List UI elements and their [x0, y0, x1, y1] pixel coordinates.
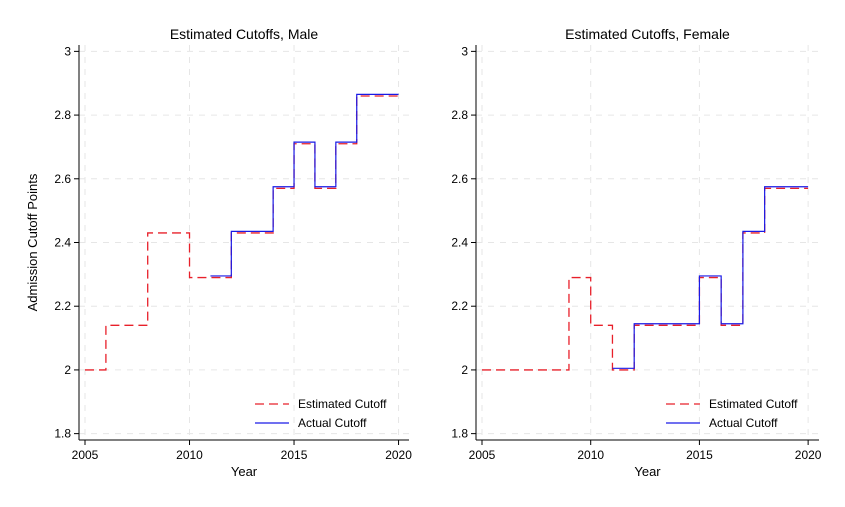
legend-label: Actual Cutoff: [298, 416, 367, 430]
x-axis-label: Year: [231, 464, 258, 479]
y-tick-label: 2: [461, 363, 468, 377]
x-tick-label: 2015: [281, 448, 308, 462]
legend-label: Estimated Cutoff: [298, 397, 387, 411]
y-tick-label: 2: [64, 363, 71, 377]
x-tick-label: 2005: [72, 448, 99, 462]
x-tick-label: 2005: [469, 448, 496, 462]
chart-title: Estimated Cutoffs, Female: [565, 26, 730, 42]
y-tick-label: 2.2: [54, 299, 71, 313]
series-line-actual-cutoff: [210, 93, 399, 277]
y-tick-label: 2.4: [54, 236, 71, 250]
x-tick-label: 2020: [795, 448, 822, 462]
series-line-actual-cutoff: [612, 186, 809, 369]
y-tick-label: 1.8: [451, 427, 468, 441]
legend-label: Estimated Cutoff: [709, 397, 798, 411]
chart-panel-2: 1.8 2 2.2 2.4 2.6 2.8 3 2005 2010 2015 2020 Estimat…: [451, 26, 821, 479]
y-tick-label: 2.8: [54, 108, 71, 122]
y-tick-label: 3: [461, 44, 468, 58]
legend-label: Actual Cutoff: [709, 416, 778, 430]
x-tick-label: 2010: [176, 448, 203, 462]
x-tick-label: 2010: [577, 448, 604, 462]
series-line-estimated-cutoff: [482, 187, 809, 371]
x-tick-label: 2020: [385, 448, 412, 462]
y-tick-label: 2.8: [451, 108, 468, 122]
y-tick-label: 2.4: [451, 236, 468, 250]
x-axis-label: Year: [634, 464, 661, 479]
y-tick-label: 2.6: [54, 172, 71, 186]
y-tick-label: 3: [64, 44, 71, 58]
chart-title: Estimated Cutoffs, Male: [170, 26, 319, 42]
series-line-estimated-cutoff: [85, 95, 399, 371]
x-tick-label: 2015: [686, 448, 713, 462]
chart-panel-1: 1.8 2 2.2 2.4 2.6 2.8 3 2005 2010 2015 2020 Estimat…: [25, 26, 412, 479]
y-tick-label: 2.2: [451, 299, 468, 313]
y-axis-label: Admission Cutoff Points: [25, 173, 40, 311]
y-tick-label: 2.6: [451, 172, 468, 186]
y-tick-label: 1.8: [54, 427, 71, 441]
